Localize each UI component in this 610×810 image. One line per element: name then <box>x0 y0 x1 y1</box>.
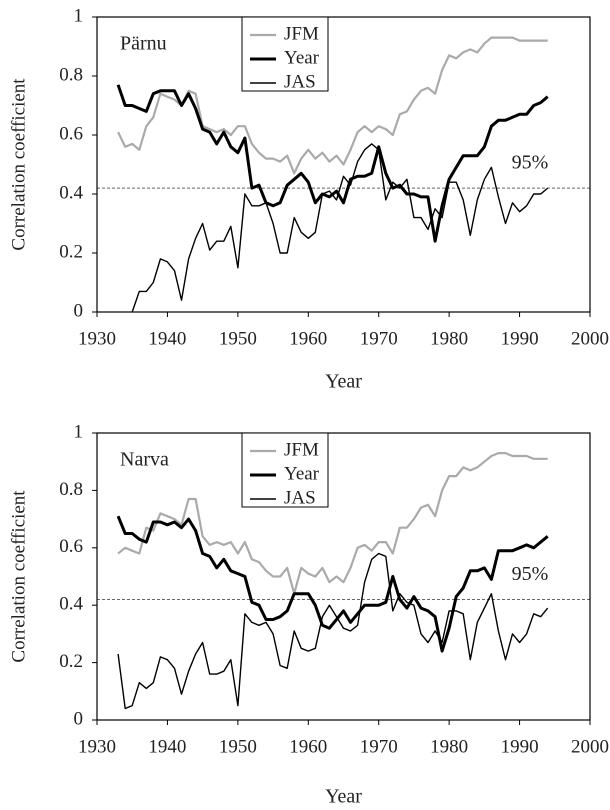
y-axis-label: Correlation coefficient <box>8 490 29 663</box>
plot-area <box>116 36 549 312</box>
x-tick-label: 1960 <box>289 736 327 757</box>
x-tick-label: 1970 <box>360 736 398 757</box>
y-tick-label: 0 <box>74 708 84 729</box>
panel: 0 0.2 0.4 0.6 0.8 1 1930 1940 1950 1960 1970 1980 19… <box>8 421 609 807</box>
y-axis-label: Correlation coefficient <box>8 78 29 251</box>
series-line <box>117 36 548 175</box>
plot-area <box>116 452 549 710</box>
x-tick-label: 1940 <box>148 328 186 349</box>
reference-label: 95% <box>512 563 549 585</box>
y-tick-label: 0.8 <box>59 479 83 500</box>
series-line <box>116 515 549 653</box>
x-tick-label: 1980 <box>430 736 468 757</box>
y-tick-label: 0.6 <box>59 536 83 557</box>
x-tick-label: 1960 <box>289 328 327 349</box>
panel: 0 0.2 0.4 0.6 0.8 1 1930 1940 1950 1960 1970 1980 19… <box>8 5 609 392</box>
series-line <box>116 84 549 243</box>
panel-label: Pärnu <box>120 33 167 55</box>
x-axis-label: Year <box>325 786 362 808</box>
legend-box <box>241 16 329 92</box>
panel-label: Narva <box>120 449 169 471</box>
legend-label: JFM <box>284 23 319 44</box>
series-line <box>131 143 549 312</box>
x-tick-label: 1940 <box>148 736 186 757</box>
legend-label: JFM <box>284 439 319 460</box>
series-line <box>117 552 549 710</box>
legend-label: Year <box>284 47 320 68</box>
plot-frame <box>96 432 591 721</box>
y-tick-label: 0.4 <box>59 182 83 203</box>
y-tick-label: 1 <box>74 421 84 442</box>
plot-frame <box>96 16 591 313</box>
y-tick-label: 0.8 <box>59 64 83 85</box>
x-tick-label: 1950 <box>219 328 257 349</box>
legend-label: Year <box>284 463 320 484</box>
x-tick-label: 1990 <box>501 736 539 757</box>
x-tick-label: 1930 <box>78 328 116 349</box>
reference-label: 95% <box>512 152 549 174</box>
x-tick-label: 1990 <box>501 328 539 349</box>
x-tick-label: 2000 <box>571 328 609 349</box>
x-axis-label: Year <box>325 371 362 393</box>
y-tick-label: 0.6 <box>59 123 83 144</box>
y-tick-label: 0 <box>74 300 84 321</box>
x-tick-label: 1930 <box>78 736 116 757</box>
y-tick-label: 0.2 <box>59 651 83 672</box>
x-tick-label: 2000 <box>571 736 609 757</box>
y-tick-label: 1 <box>74 5 84 26</box>
y-tick-label: 0.4 <box>59 594 83 615</box>
series-line <box>117 452 548 595</box>
legend-label: JAS <box>284 487 316 508</box>
y-tick-label: 0.2 <box>59 241 83 262</box>
x-tick-label: 1950 <box>219 736 257 757</box>
legend-box <box>241 432 329 508</box>
x-tick-label: 1980 <box>430 328 468 349</box>
legend-label: JAS <box>284 71 316 92</box>
x-tick-label: 1970 <box>360 328 398 349</box>
